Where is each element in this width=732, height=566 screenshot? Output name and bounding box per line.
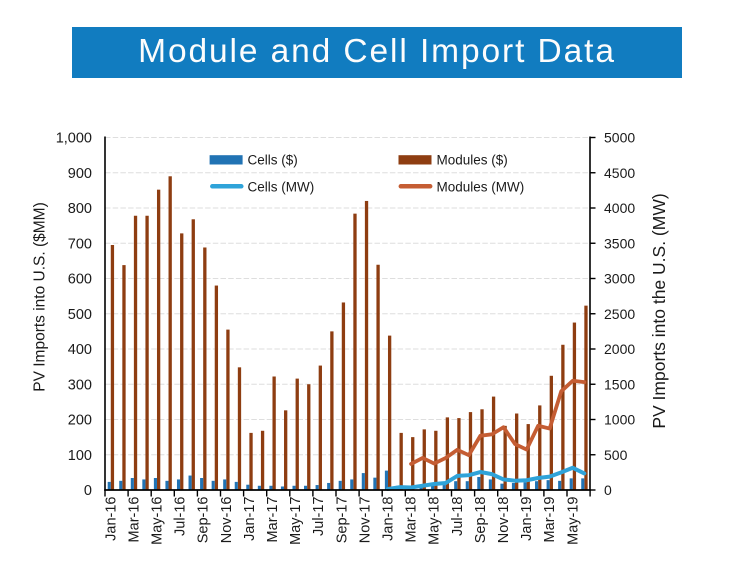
svg-text:PV Imports into U.S. ($MM): PV Imports into U.S. ($MM): [32, 202, 49, 391]
svg-text:Nov-16: Nov-16: [219, 497, 235, 544]
svg-text:Mar-17: Mar-17: [265, 497, 281, 543]
svg-text:800: 800: [68, 201, 92, 217]
svg-text:500: 500: [604, 447, 628, 463]
svg-text:Sep-18: Sep-18: [473, 497, 489, 544]
svg-text:Jan-18: Jan-18: [380, 497, 396, 541]
svg-text:4000: 4000: [604, 200, 635, 216]
svg-text:May-17: May-17: [288, 497, 304, 545]
svg-text:0: 0: [84, 483, 92, 499]
svg-text:Jul-18: Jul-18: [450, 497, 466, 537]
svg-text:Sep-16: Sep-16: [196, 497, 212, 544]
svg-text:1500: 1500: [604, 376, 635, 392]
svg-text:Jan-16: Jan-16: [103, 497, 119, 541]
svg-text:300: 300: [68, 377, 92, 393]
svg-text:700: 700: [68, 236, 92, 252]
svg-text:Modules ($): Modules ($): [437, 153, 508, 168]
svg-text:Nov-17: Nov-17: [357, 497, 373, 544]
svg-text:Sep-17: Sep-17: [334, 497, 350, 544]
svg-text:Jul-16: Jul-16: [173, 497, 189, 537]
svg-text:200: 200: [68, 413, 92, 429]
svg-text:100: 100: [68, 448, 92, 464]
svg-text:1000: 1000: [604, 412, 635, 428]
svg-text:400: 400: [68, 342, 92, 358]
svg-text:0: 0: [604, 482, 612, 498]
svg-text:Nov-18: Nov-18: [496, 497, 512, 544]
svg-text:3000: 3000: [604, 271, 635, 287]
svg-text:May-18: May-18: [427, 497, 443, 545]
svg-text:Module and Cell Import Data: Module and Cell Import Data: [138, 33, 616, 70]
svg-text:Jul-17: Jul-17: [311, 497, 327, 537]
svg-text:Jan-19: Jan-19: [519, 497, 535, 541]
svg-text:PV Imports into the U.S. (MW): PV Imports into the U.S. (MW): [649, 193, 669, 428]
svg-text:2000: 2000: [604, 341, 635, 357]
svg-text:Cells (MW): Cells (MW): [248, 179, 315, 194]
svg-text:May-19: May-19: [565, 497, 581, 545]
svg-text:Mar-19: Mar-19: [542, 497, 558, 543]
svg-text:900: 900: [68, 166, 92, 182]
svg-text:Cells ($): Cells ($): [248, 153, 298, 168]
svg-text:Jan-17: Jan-17: [242, 497, 258, 541]
svg-text:5000: 5000: [604, 130, 635, 146]
svg-text:600: 600: [68, 272, 92, 288]
svg-text:3500: 3500: [604, 235, 635, 251]
svg-text:May-16: May-16: [149, 497, 165, 545]
svg-text:Mar-16: Mar-16: [126, 497, 142, 543]
svg-text:2500: 2500: [604, 306, 635, 322]
svg-text:500: 500: [68, 307, 92, 323]
svg-text:Mar-18: Mar-18: [404, 497, 420, 543]
svg-text:Modules (MW): Modules (MW): [437, 179, 525, 194]
svg-text:4500: 4500: [604, 165, 635, 181]
svg-text:1,000: 1,000: [56, 131, 92, 147]
